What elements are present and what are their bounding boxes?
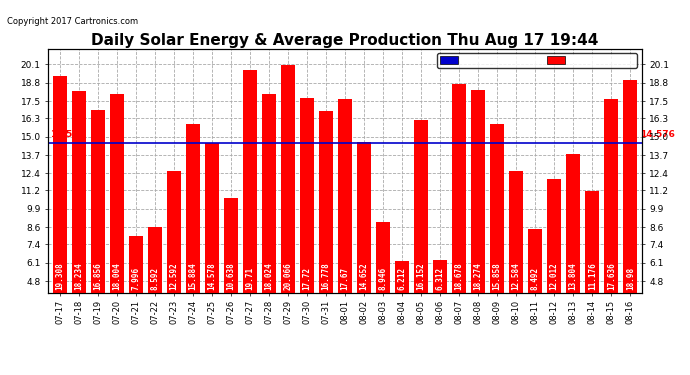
Text: 8.592: 8.592 bbox=[150, 267, 159, 290]
Text: 8.946: 8.946 bbox=[379, 267, 388, 290]
Bar bbox=[262, 94, 276, 349]
Bar bbox=[528, 229, 542, 349]
Text: 14.578: 14.578 bbox=[208, 262, 217, 290]
Bar bbox=[110, 94, 124, 349]
Text: 19.71: 19.71 bbox=[246, 267, 255, 290]
Text: 17.72: 17.72 bbox=[302, 267, 311, 290]
Bar bbox=[604, 99, 618, 349]
Text: Copyright 2017 Cartronics.com: Copyright 2017 Cartronics.com bbox=[7, 17, 138, 26]
Bar bbox=[395, 261, 409, 349]
Bar bbox=[433, 260, 447, 349]
Text: 14.576: 14.576 bbox=[50, 130, 85, 139]
Text: 16.856: 16.856 bbox=[93, 262, 102, 290]
Text: 18.274: 18.274 bbox=[473, 262, 482, 290]
Bar bbox=[357, 141, 371, 349]
Text: 10.638: 10.638 bbox=[226, 262, 235, 290]
Text: 12.584: 12.584 bbox=[512, 262, 521, 290]
Bar bbox=[205, 142, 219, 349]
Bar bbox=[509, 171, 523, 349]
Bar bbox=[148, 227, 162, 349]
Bar bbox=[300, 98, 314, 349]
Text: 18.678: 18.678 bbox=[455, 262, 464, 290]
Text: 16.778: 16.778 bbox=[322, 262, 331, 290]
Bar bbox=[186, 124, 200, 349]
Bar bbox=[224, 198, 238, 349]
Legend: Average  (kWh), Daily  (kWh): Average (kWh), Daily (kWh) bbox=[437, 53, 637, 68]
Bar bbox=[547, 179, 562, 349]
Text: 18.004: 18.004 bbox=[112, 262, 121, 290]
Bar bbox=[566, 154, 580, 349]
Text: 16.152: 16.152 bbox=[417, 262, 426, 290]
Text: 6.312: 6.312 bbox=[435, 267, 444, 290]
Bar bbox=[338, 99, 352, 349]
Bar bbox=[72, 91, 86, 349]
Bar bbox=[90, 110, 105, 349]
Text: 12.592: 12.592 bbox=[169, 262, 178, 290]
Text: 8.492: 8.492 bbox=[531, 267, 540, 290]
Bar bbox=[167, 171, 181, 349]
Text: 17.67: 17.67 bbox=[340, 267, 350, 290]
Text: 14.576: 14.576 bbox=[640, 130, 675, 139]
Text: 6.212: 6.212 bbox=[397, 267, 406, 290]
Bar bbox=[128, 236, 143, 349]
Text: 18.98: 18.98 bbox=[626, 267, 635, 290]
Text: 7.996: 7.996 bbox=[131, 267, 140, 290]
Text: 17.636: 17.636 bbox=[607, 262, 615, 290]
Bar bbox=[281, 65, 295, 349]
Text: 13.804: 13.804 bbox=[569, 262, 578, 290]
Bar bbox=[585, 191, 600, 349]
Title: Daily Solar Energy & Average Production Thu Aug 17 19:44: Daily Solar Energy & Average Production … bbox=[91, 33, 599, 48]
Text: 15.858: 15.858 bbox=[493, 262, 502, 290]
Bar bbox=[623, 80, 638, 349]
Bar bbox=[452, 84, 466, 349]
Text: 11.176: 11.176 bbox=[588, 262, 597, 290]
Text: 12.012: 12.012 bbox=[550, 262, 559, 290]
Text: 20.066: 20.066 bbox=[284, 262, 293, 290]
Text: 19.308: 19.308 bbox=[55, 262, 64, 290]
Text: 18.024: 18.024 bbox=[264, 262, 273, 290]
Text: 15.884: 15.884 bbox=[188, 262, 197, 290]
Text: 18.234: 18.234 bbox=[75, 262, 83, 290]
Bar bbox=[471, 90, 485, 349]
Text: 14.652: 14.652 bbox=[359, 262, 368, 290]
Bar bbox=[319, 111, 333, 349]
Bar bbox=[243, 70, 257, 349]
Bar bbox=[52, 76, 67, 349]
Bar bbox=[376, 222, 390, 349]
Bar bbox=[414, 120, 428, 349]
Bar bbox=[490, 124, 504, 349]
